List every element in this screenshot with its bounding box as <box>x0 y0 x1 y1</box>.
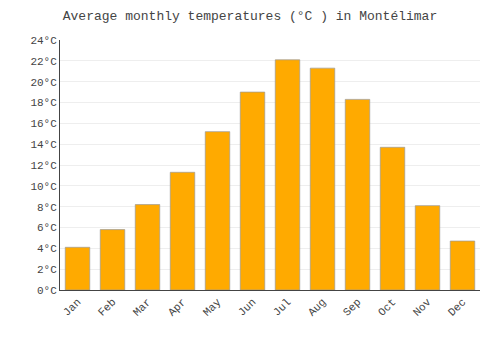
svg-text:Apr: Apr <box>166 296 188 318</box>
svg-text:Nov: Nov <box>411 296 434 319</box>
svg-text:Aug: Aug <box>306 296 328 318</box>
svg-text:Jun: Jun <box>236 296 258 318</box>
svg-text:Jul: Jul <box>271 296 293 318</box>
svg-text:14°C: 14°C <box>30 139 57 151</box>
svg-text:Sep: Sep <box>341 296 363 318</box>
svg-text:18°C: 18°C <box>30 97 57 109</box>
svg-text:Jan: Jan <box>61 296 83 318</box>
svg-text:2°C: 2°C <box>37 264 57 276</box>
svg-text:12°C: 12°C <box>30 160 57 172</box>
svg-text:16°C: 16°C <box>30 118 57 130</box>
svg-text:24°C: 24°C <box>30 35 57 47</box>
svg-text:May: May <box>201 296 224 319</box>
svg-text:8°C: 8°C <box>37 202 57 214</box>
svg-text:20°C: 20°C <box>30 77 57 89</box>
svg-text:6°C: 6°C <box>37 222 57 234</box>
svg-text:Dec: Dec <box>446 296 468 318</box>
svg-text:Average monthly temperatures (: Average monthly temperatures (°C ) in Mo… <box>63 9 437 24</box>
svg-text:Oct: Oct <box>376 296 398 318</box>
svg-text:Feb: Feb <box>96 296 118 318</box>
svg-text:10°C: 10°C <box>30 181 57 193</box>
svg-text:22°C: 22°C <box>30 56 57 68</box>
svg-text:0°C: 0°C <box>37 285 57 297</box>
svg-text:4°C: 4°C <box>37 243 57 255</box>
svg-text:Mar: Mar <box>131 296 153 318</box>
